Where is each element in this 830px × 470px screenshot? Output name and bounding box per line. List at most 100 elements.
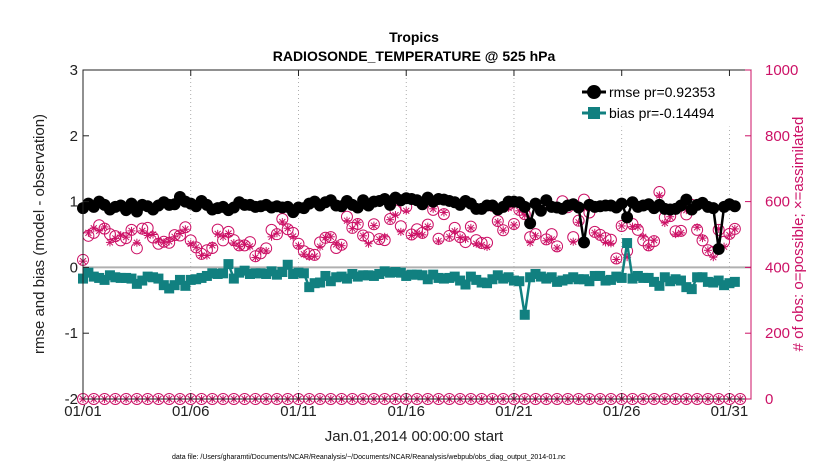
bias-point: [460, 279, 471, 290]
x-tick-label: 01/06: [172, 403, 210, 420]
bias-point: [573, 274, 584, 285]
obs-assimilated-marker: [192, 243, 201, 252]
obs-assimilated-marker: [660, 218, 669, 227]
obs-assimilated-marker: [676, 228, 685, 237]
bias-point: [649, 276, 660, 287]
obs-assimilated-marker: [606, 239, 615, 248]
bias-point: [465, 271, 476, 282]
bias-point: [605, 274, 616, 285]
bias-point: [632, 270, 643, 281]
obs-possible-marker: [308, 248, 321, 261]
bias-point: [201, 270, 212, 281]
obs-assimilated-marker: [278, 217, 287, 226]
bias-point: [320, 270, 331, 281]
obs-assimilated-marker: [353, 218, 362, 227]
rmse-point: [572, 201, 585, 214]
legend-box: [576, 77, 748, 127]
rmse-point: [578, 236, 590, 249]
y-axis-label-right: # of obs: o=possible; ×=assimilated: [790, 117, 807, 352]
bias-point: [724, 278, 735, 289]
bias-point: [530, 268, 541, 279]
obs-assimilated-marker: [364, 239, 373, 248]
bias-point: [697, 272, 708, 283]
obs-assimilated-marker: [483, 243, 492, 252]
obs-possible-marker: [357, 229, 370, 242]
obs-possible-marker: [497, 224, 510, 237]
bias-point: [713, 275, 724, 286]
bias-point: [433, 272, 444, 283]
x-tick-label: 01/26: [603, 403, 641, 420]
chart-subtitle: RADIOSONDE_TEMPERATURE @ 525 hPa: [273, 48, 556, 64]
bias-point: [686, 284, 697, 295]
bias-point: [665, 276, 676, 287]
bias-point: [212, 268, 223, 279]
bias-point: [180, 280, 191, 291]
obs-assimilated-marker: [439, 208, 448, 217]
bias-point: [395, 267, 406, 278]
bias-point: [277, 267, 288, 278]
bias-point: [638, 272, 649, 283]
bias-point: [627, 273, 638, 284]
bias-point: [261, 268, 272, 279]
y-tick-label-left: -1: [65, 325, 78, 342]
bias-point: [352, 271, 363, 282]
bias-point: [142, 271, 153, 282]
y-tick-label-left: 3: [70, 62, 78, 79]
bias-point: [412, 269, 422, 280]
obs-assimilated-marker: [633, 222, 642, 231]
bias-point: [223, 259, 234, 270]
rmse-point: [680, 193, 693, 206]
bias-point: [293, 267, 304, 278]
bias-point: [498, 273, 509, 284]
bias-point: [611, 271, 622, 282]
bias-point: [444, 272, 455, 283]
obs-assimilated-marker: [461, 235, 470, 244]
bias-point: [406, 269, 417, 280]
bias-point: [455, 275, 466, 286]
bias-point: [428, 269, 439, 280]
bias-point: [126, 273, 137, 284]
data-file-footnote: data file: /Users/gharamti/Documents/NCA…: [172, 454, 566, 461]
bias-point: [331, 272, 342, 283]
bias-point: [616, 272, 627, 283]
bias-point: [304, 282, 315, 293]
bias-point: [568, 272, 579, 283]
bias-point: [622, 238, 633, 249]
obs-assimilated-marker: [655, 191, 664, 200]
obs-assimilated-marker: [100, 222, 109, 231]
rmse-point: [712, 242, 725, 255]
obs-assimilated-marker: [246, 242, 254, 251]
bias-point: [325, 276, 336, 287]
bias-point: [94, 272, 105, 283]
bias-point: [158, 280, 169, 291]
obs-assimilated-marker: [262, 246, 271, 255]
bias-point: [358, 270, 369, 281]
obs-possible-marker: [324, 231, 337, 244]
obs-assimilated-marker: [310, 252, 319, 261]
obs-assimilated-marker: [127, 226, 136, 235]
bias-point: [702, 276, 713, 287]
bias-point: [374, 268, 385, 279]
obs-possible-marker: [728, 222, 741, 235]
bias-point: [164, 283, 175, 294]
rmse-point: [534, 204, 547, 217]
bias-point: [401, 270, 412, 281]
rmse-point: [518, 200, 531, 213]
x-axis-label: Jan.01,2014 00:00:00 start: [325, 428, 504, 445]
bias-point: [643, 272, 654, 283]
obs-assimilated-marker: [526, 238, 535, 247]
legend: rmse pr=0.92353 bias pr=-0.14494: [576, 77, 748, 127]
bias-point: [670, 274, 681, 285]
x-tick-label: 01/16: [387, 403, 425, 420]
bias-point: [595, 270, 606, 281]
obs-assimilated-marker: [650, 236, 659, 245]
bias-point: [692, 272, 703, 283]
obs-assimilated-marker: [569, 237, 578, 246]
obs-assimilated-marker: [337, 241, 346, 250]
bias-point: [234, 267, 245, 278]
y-tick-label-right: 400: [765, 259, 790, 276]
x-tick-label: 01/11: [280, 403, 316, 420]
y-tick-label-right: 600: [765, 194, 790, 211]
obs-assimilated-marker: [224, 229, 233, 238]
chart-title: Tropics: [389, 29, 439, 45]
